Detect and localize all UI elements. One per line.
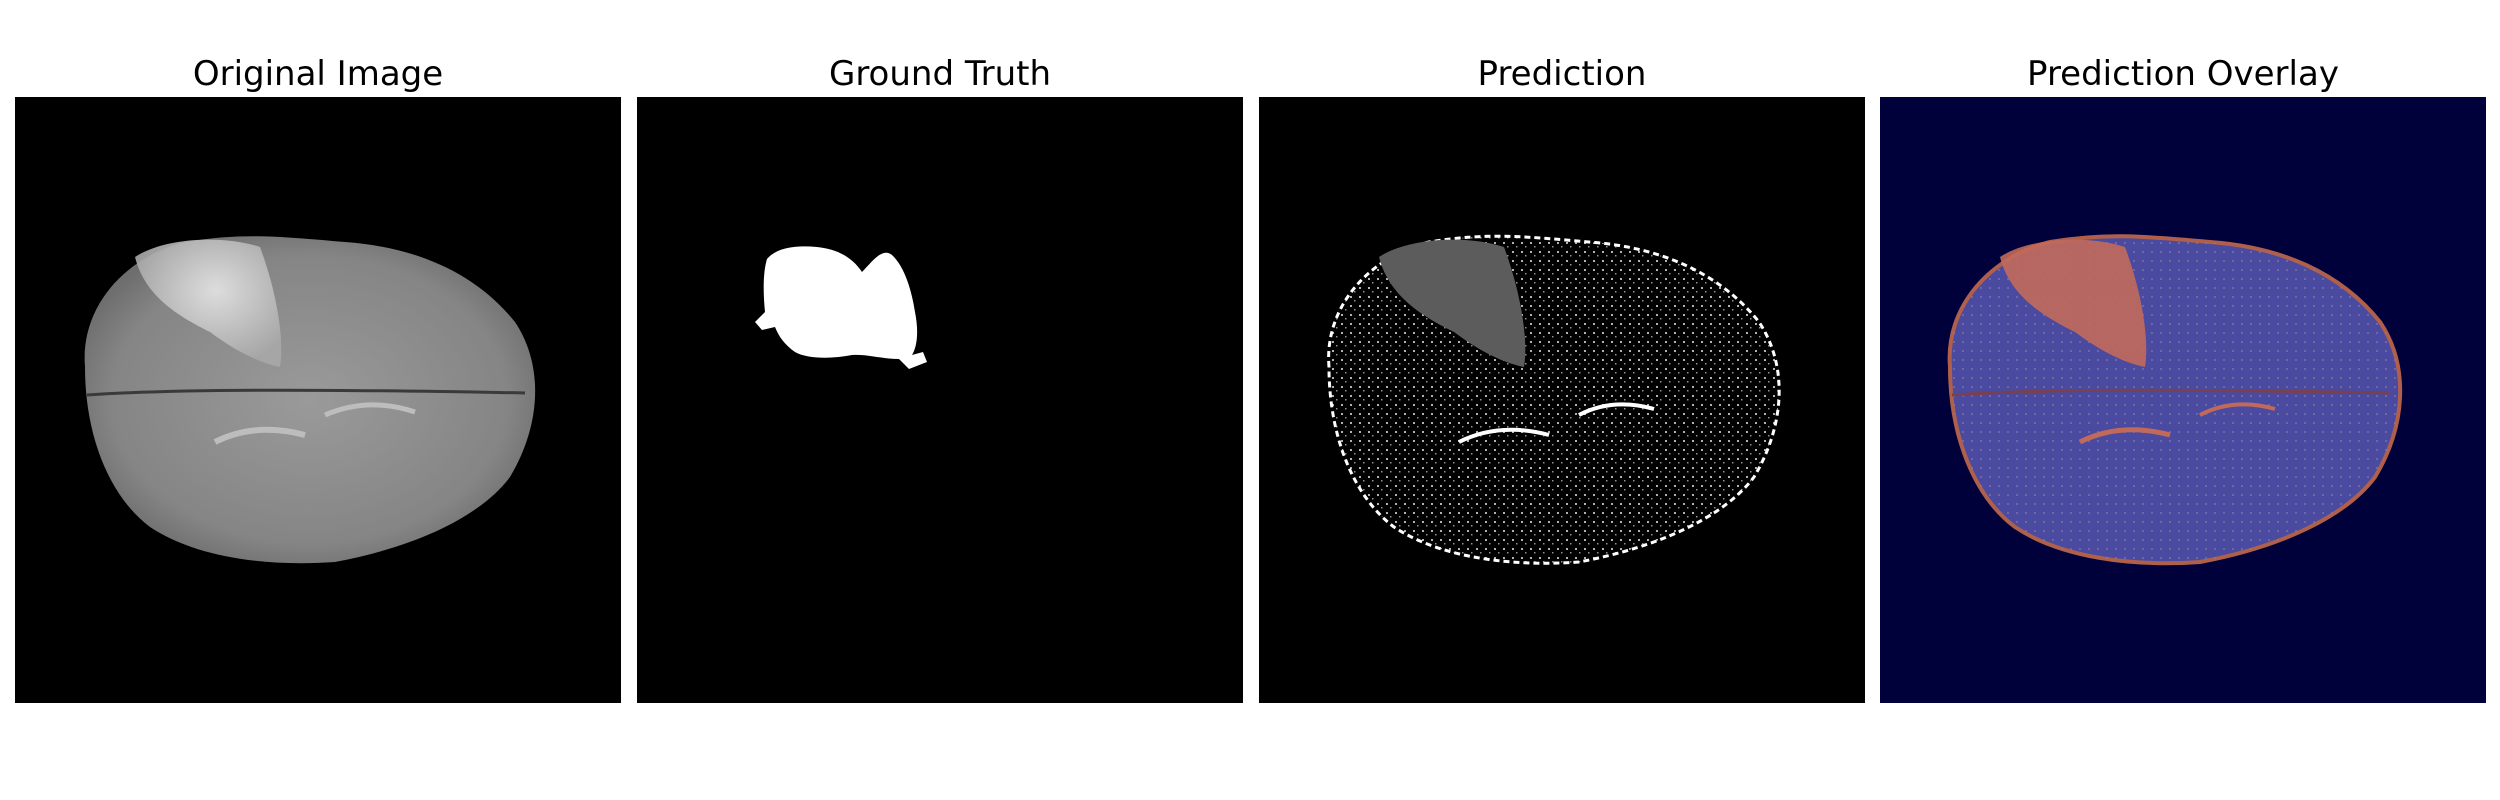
original-image — [15, 97, 621, 703]
predicted-tumor-region — [1379, 239, 1526, 367]
ground-truth-title: Ground Truth — [828, 54, 1052, 94]
overlay-ventricle-right — [2199, 402, 2276, 417]
ventricle-left — [213, 426, 306, 445]
overlay-ventricle-left — [2078, 427, 2171, 445]
prediction-title: Prediction — [1477, 54, 1647, 94]
tumor-mask — [755, 246, 927, 369]
predicted-ventricle-left — [1458, 427, 1550, 444]
prediction-panel — [1259, 97, 1865, 703]
mask-background — [637, 97, 1243, 703]
original-image-title: Original Image — [192, 54, 444, 94]
tumor-region — [135, 239, 282, 367]
prediction-mask — [1259, 97, 1865, 703]
ground-truth-panel — [637, 97, 1243, 703]
ventricle-right — [324, 402, 416, 418]
midline-fissure — [86, 388, 526, 397]
predicted-ventricle-right — [1578, 402, 1655, 417]
overlay-midline — [1951, 388, 2391, 397]
overlay-tumor-region — [2000, 239, 2147, 367]
prediction-overlay-panel — [1880, 97, 2486, 703]
prediction-overlay — [1880, 97, 2486, 703]
original-image-panel — [15, 97, 621, 703]
brain-boundary — [1327, 234, 1781, 565]
ground-truth-mask — [637, 97, 1243, 703]
prediction-overlay-title: Prediction Overlay — [2027, 54, 2339, 94]
